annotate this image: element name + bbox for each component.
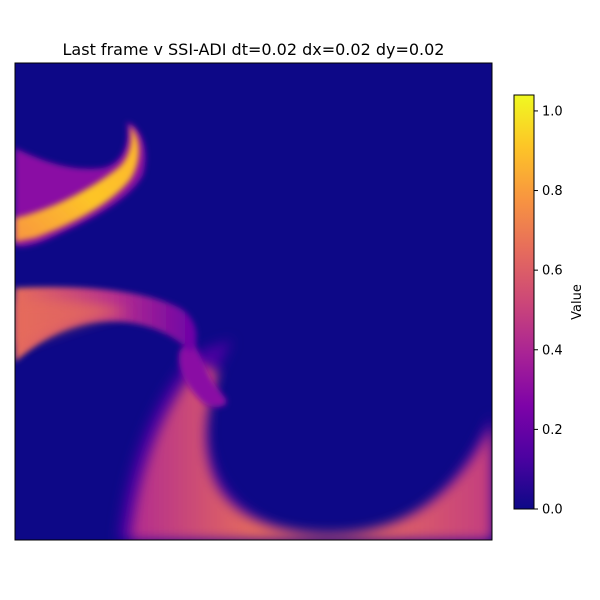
colorbar-tick-label: 1.0 [542, 104, 563, 119]
colorbar-tick-label: 0.4 [542, 343, 563, 358]
upper-left-arm [15, 122, 146, 247]
colorbar-label: Value [570, 284, 585, 320]
colorbar-tick-label: 0.6 [542, 264, 563, 279]
colorbar-gradient [514, 95, 534, 509]
colorbar: 0.0 0.2 0.4 0.6 0.8 1.0 Value [513, 94, 585, 518]
colorbar-frame [513, 94, 535, 510]
plot-frame [14, 62, 493, 541]
colorbar-tick-label: 0.2 [542, 423, 563, 438]
middle-left-arm [15, 287, 197, 362]
colorbar-tick-label: 0.8 [542, 184, 563, 199]
chart-title: Last frame v SSI-ADI dt=0.02 dx=0.02 dy=… [62, 40, 445, 59]
colorbar-tick-label: 0.0 [542, 503, 563, 518]
heatmap-field [15, 63, 492, 540]
lower-spiral-band [118, 340, 492, 540]
